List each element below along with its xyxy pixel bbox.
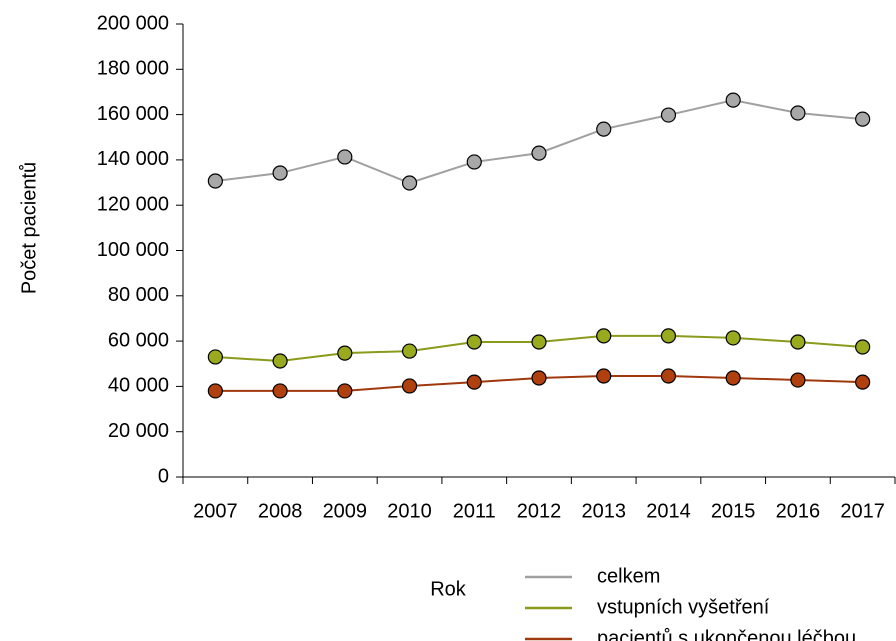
x-tick-label: 2010 — [387, 500, 432, 522]
marker — [466, 334, 482, 350]
legend-label: vstupních vyšetření — [597, 596, 770, 618]
marker — [207, 349, 223, 365]
marker — [855, 111, 871, 127]
marker — [466, 374, 482, 390]
x-tick-label: 2007 — [193, 500, 238, 522]
y-tick-label: 0 — [158, 465, 169, 487]
legend-label: celkem — [597, 565, 660, 587]
marker — [531, 145, 547, 161]
marker — [790, 105, 806, 121]
marker — [337, 149, 353, 165]
y-tick-label: 160 000 — [97, 103, 169, 125]
marker — [660, 368, 677, 384]
y-tick-label: 180 000 — [97, 58, 169, 80]
marker — [207, 173, 223, 189]
marker — [596, 328, 612, 344]
x-tick-label: 2009 — [323, 500, 368, 522]
marker — [337, 383, 353, 399]
marker — [531, 334, 547, 350]
series-line — [215, 99, 863, 185]
marker — [725, 92, 741, 108]
marker — [466, 154, 482, 170]
y-axis-label: Počet pacientů — [18, 162, 40, 294]
y-tick-label: 80 000 — [108, 284, 169, 306]
marker — [272, 353, 288, 369]
y-tick-label: 100 000 — [97, 239, 169, 261]
marker — [401, 175, 418, 191]
marker — [401, 343, 418, 359]
marker — [660, 328, 677, 344]
marker — [855, 374, 871, 390]
x-tick-label: 2014 — [646, 500, 691, 522]
x-tick-label: 2013 — [581, 500, 626, 522]
marker — [725, 370, 741, 386]
y-tick-label: 200 000 — [97, 12, 169, 34]
marker — [596, 368, 612, 384]
x-tick-label: 2017 — [840, 500, 885, 522]
x-tick-label: 2012 — [517, 500, 562, 522]
marker — [725, 330, 741, 346]
legend-label: pacientů s ukončenou léčbou — [597, 627, 856, 641]
marker — [401, 378, 418, 394]
marker — [531, 370, 547, 386]
marker — [790, 372, 806, 388]
marker — [855, 339, 871, 355]
marker — [272, 165, 288, 181]
marker — [337, 345, 353, 361]
marker — [790, 334, 806, 350]
x-tick-label: 2008 — [258, 500, 303, 522]
x-tick-label: 2011 — [453, 500, 496, 522]
y-tick-label: 140 000 — [97, 148, 169, 170]
x-tick-label: 2015 — [711, 500, 756, 522]
y-tick-label: 40 000 — [108, 375, 169, 397]
marker — [207, 383, 223, 399]
y-tick-label: 60 000 — [108, 329, 169, 351]
marker — [596, 121, 612, 137]
marker — [660, 107, 677, 123]
x-tick-label: 2016 — [776, 500, 821, 522]
x-axis-label: Rok — [430, 578, 467, 600]
y-tick-label: 120 000 — [97, 193, 169, 215]
marker — [272, 383, 288, 399]
y-tick-label: 20 000 — [108, 420, 169, 442]
